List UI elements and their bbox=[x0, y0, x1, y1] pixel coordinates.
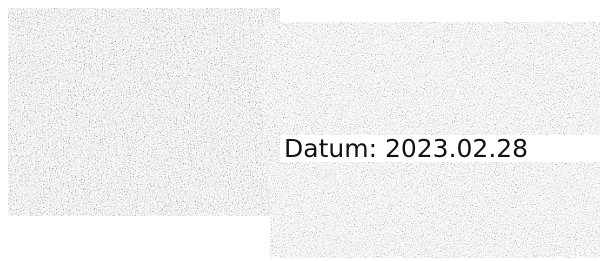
noise-right-bottom bbox=[270, 162, 600, 258]
date-caption: Datum: 2023.02.28 bbox=[280, 135, 606, 162]
noise-image bbox=[0, 0, 606, 261]
noise-right-top bbox=[263, 22, 600, 135]
page: Datum: 2023.02.28 (() => { const data = … bbox=[0, 0, 606, 261]
noise-left bbox=[8, 8, 280, 216]
